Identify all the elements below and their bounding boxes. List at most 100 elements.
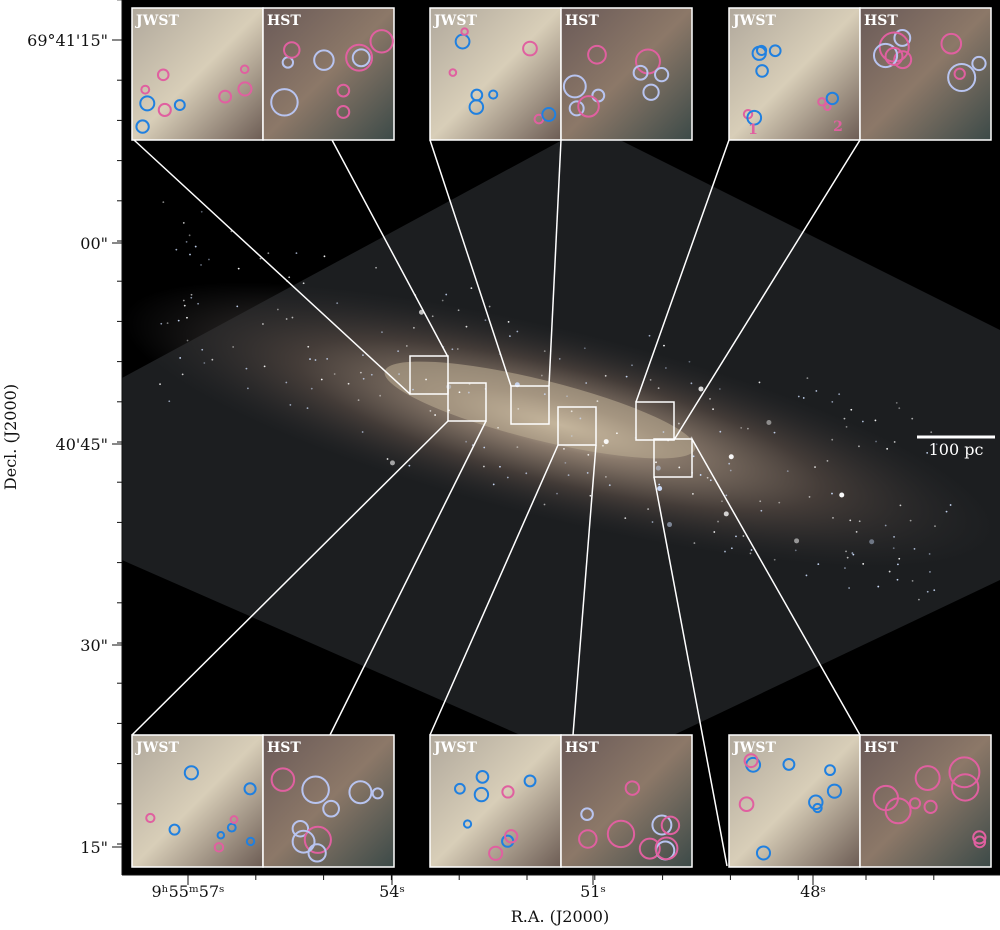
source-circle bbox=[473, 786, 490, 803]
star bbox=[897, 563, 899, 566]
star bbox=[846, 556, 849, 559]
star bbox=[288, 276, 291, 279]
star bbox=[721, 500, 723, 503]
star bbox=[838, 393, 841, 396]
star bbox=[699, 474, 702, 476]
star bbox=[200, 210, 203, 213]
stars bbox=[159, 201, 952, 601]
star bbox=[563, 447, 565, 450]
star bbox=[389, 460, 395, 466]
inset-label: JWST bbox=[134, 740, 179, 756]
source-circle bbox=[156, 68, 170, 82]
star bbox=[596, 400, 599, 403]
connector bbox=[429, 444, 559, 736]
star bbox=[625, 375, 628, 378]
source-circle bbox=[768, 44, 782, 58]
star bbox=[664, 367, 667, 369]
star bbox=[797, 395, 800, 398]
source-circle bbox=[824, 764, 836, 777]
star bbox=[232, 346, 235, 348]
source-circle bbox=[488, 845, 504, 861]
x-tick-label: 51ˢ bbox=[580, 882, 606, 901]
star bbox=[543, 503, 546, 506]
inset-label: HST bbox=[864, 13, 898, 29]
source-circle bbox=[504, 829, 519, 844]
star bbox=[844, 567, 846, 569]
star bbox=[926, 590, 929, 593]
star bbox=[506, 476, 509, 479]
source-circle bbox=[632, 64, 649, 81]
star bbox=[773, 431, 776, 434]
star bbox=[690, 436, 693, 439]
star bbox=[604, 476, 607, 478]
inset-label: HST bbox=[565, 740, 599, 756]
connector bbox=[429, 139, 512, 387]
star bbox=[874, 419, 877, 422]
x-tick-label: 48ˢ bbox=[800, 882, 826, 901]
star bbox=[729, 469, 732, 472]
star bbox=[918, 598, 920, 601]
star bbox=[470, 287, 473, 289]
source-circle bbox=[587, 44, 607, 65]
star bbox=[483, 446, 486, 449]
star bbox=[855, 530, 858, 533]
source-circle bbox=[270, 88, 299, 117]
source-circle bbox=[291, 829, 316, 854]
source-circle bbox=[751, 45, 767, 61]
source-circle bbox=[460, 27, 469, 36]
source-circle bbox=[270, 767, 296, 792]
inset-label: HST bbox=[267, 13, 301, 29]
star bbox=[899, 504, 902, 507]
connector bbox=[691, 438, 861, 736]
star bbox=[808, 496, 811, 498]
star bbox=[201, 348, 204, 351]
source-circle bbox=[823, 102, 832, 112]
source-circle bbox=[168, 823, 181, 836]
zoom-box bbox=[653, 438, 693, 478]
source-circle bbox=[825, 91, 840, 106]
star bbox=[276, 308, 279, 311]
star bbox=[408, 464, 411, 467]
star bbox=[245, 367, 248, 370]
star bbox=[913, 547, 916, 550]
star bbox=[862, 563, 865, 565]
star bbox=[845, 550, 847, 553]
star bbox=[778, 501, 781, 504]
source-circle bbox=[351, 48, 371, 68]
inset-panel bbox=[560, 7, 693, 141]
star bbox=[543, 350, 546, 353]
star bbox=[200, 264, 202, 266]
star bbox=[289, 404, 292, 406]
star bbox=[677, 422, 680, 425]
source-circle bbox=[448, 68, 458, 77]
source-circle bbox=[893, 50, 913, 70]
star bbox=[724, 550, 726, 553]
star bbox=[483, 465, 485, 468]
star bbox=[405, 345, 408, 347]
star bbox=[362, 354, 364, 357]
y-tick-label: 40'45" bbox=[56, 435, 108, 454]
star bbox=[875, 440, 877, 443]
y-axis-label: Decl. (J2000) bbox=[1, 384, 20, 490]
star bbox=[651, 521, 654, 523]
star bbox=[758, 381, 761, 384]
source-circle bbox=[654, 836, 679, 861]
star bbox=[182, 299, 185, 302]
star bbox=[730, 547, 733, 550]
star bbox=[709, 479, 712, 482]
source-circle bbox=[940, 32, 963, 55]
star bbox=[306, 407, 309, 410]
star bbox=[749, 552, 752, 555]
inset-panel bbox=[131, 734, 264, 868]
star bbox=[851, 552, 854, 554]
star bbox=[935, 443, 938, 446]
star bbox=[445, 293, 448, 296]
star bbox=[189, 253, 191, 256]
inset-panel bbox=[131, 7, 264, 141]
star bbox=[267, 252, 270, 255]
star bbox=[945, 510, 948, 513]
star bbox=[183, 304, 186, 307]
source-circle bbox=[808, 794, 824, 810]
star bbox=[203, 362, 206, 364]
star bbox=[336, 302, 339, 305]
